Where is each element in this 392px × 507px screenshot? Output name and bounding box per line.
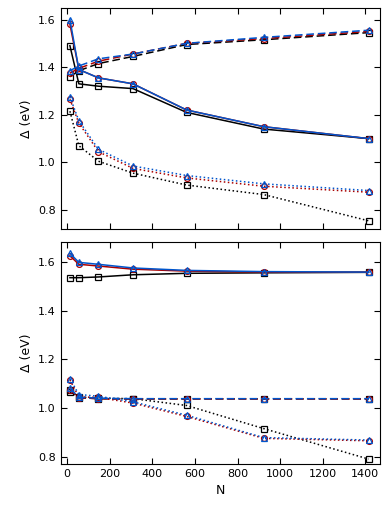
- X-axis label: N: N: [216, 484, 225, 497]
- Y-axis label: Δ (eV): Δ (eV): [20, 334, 33, 373]
- Y-axis label: Δ (eV): Δ (eV): [20, 99, 33, 137]
